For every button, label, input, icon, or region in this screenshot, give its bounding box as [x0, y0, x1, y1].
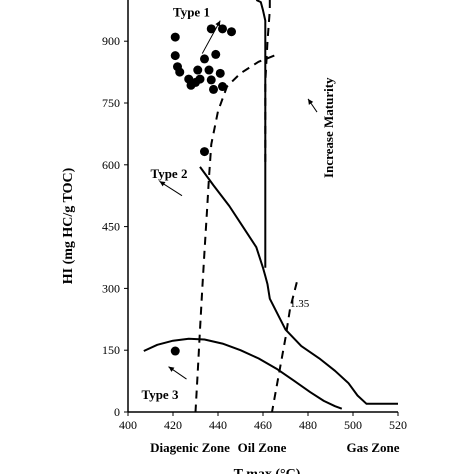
- y-tick-label: 0: [114, 405, 120, 419]
- data-point: [227, 27, 236, 37]
- data-point: [206, 24, 216, 34]
- data-point: [193, 65, 203, 75]
- x-tick-label: 440: [209, 418, 227, 432]
- annotation: Increase Maturity: [321, 77, 336, 178]
- data-point: [211, 49, 221, 59]
- x-tick-label: 420: [164, 418, 182, 432]
- data-point: [215, 68, 225, 78]
- labels: Diagenic Zone Oil Zone Gas Zone Type 1 Type …: [142, 4, 400, 455]
- data-point: [170, 51, 180, 61]
- data-point: [218, 24, 227, 34]
- y-tick-label: 750: [102, 96, 120, 110]
- data-point: [209, 84, 218, 94]
- curves: [143, 0, 398, 413]
- y-axis-title: HI (mg HC/g TOC): [61, 167, 76, 284]
- x-tick-label: 460: [254, 418, 272, 432]
- data-point: [218, 82, 227, 92]
- arrow-head: [215, 20, 221, 27]
- x-tick-label: 500: [344, 418, 362, 432]
- zone-label: Gas Zone: [346, 440, 399, 455]
- data-point: [200, 54, 209, 64]
- data-point: [206, 75, 216, 85]
- x-tick-label: 400: [119, 418, 137, 432]
- curve: [199, 166, 398, 405]
- arrow-head: [168, 366, 175, 372]
- y-tick-label: 150: [102, 343, 120, 357]
- x-tick-label: 480: [299, 418, 317, 432]
- zone-label: Diagenic Zone: [150, 440, 230, 455]
- data-point: [200, 147, 209, 157]
- annotation: Type 1: [173, 4, 210, 19]
- data-point: [175, 67, 185, 77]
- data-point: [204, 65, 214, 75]
- curve: [194, 54, 275, 413]
- y-tick-label: 900: [102, 34, 120, 48]
- annotation: Type 2: [151, 166, 188, 181]
- axes: 400 420 440 460 480 500 520 0 150 300 450 600 750 900…: [61, 0, 407, 474]
- y-tick-label: 300: [102, 281, 120, 295]
- annotation: 1.35: [290, 298, 310, 310]
- data-point: [195, 74, 205, 84]
- y-tick-label: 450: [102, 220, 120, 234]
- curve: [264, 0, 271, 165]
- x-axis-title: T max (°C): [234, 467, 301, 474]
- zone-label: Oil Zone: [238, 440, 287, 455]
- x-tick-label: 520: [389, 418, 407, 432]
- annotation: Type 3: [142, 387, 179, 402]
- arrow: [201, 20, 221, 54]
- arrow-head: [159, 181, 166, 187]
- y-tick-label: 600: [102, 158, 120, 172]
- data-points: [170, 24, 236, 356]
- curve: [143, 337, 343, 410]
- data-point: [170, 346, 180, 356]
- arrow-head: [308, 98, 314, 105]
- curve: [255, 0, 267, 268]
- data-point: [170, 32, 180, 42]
